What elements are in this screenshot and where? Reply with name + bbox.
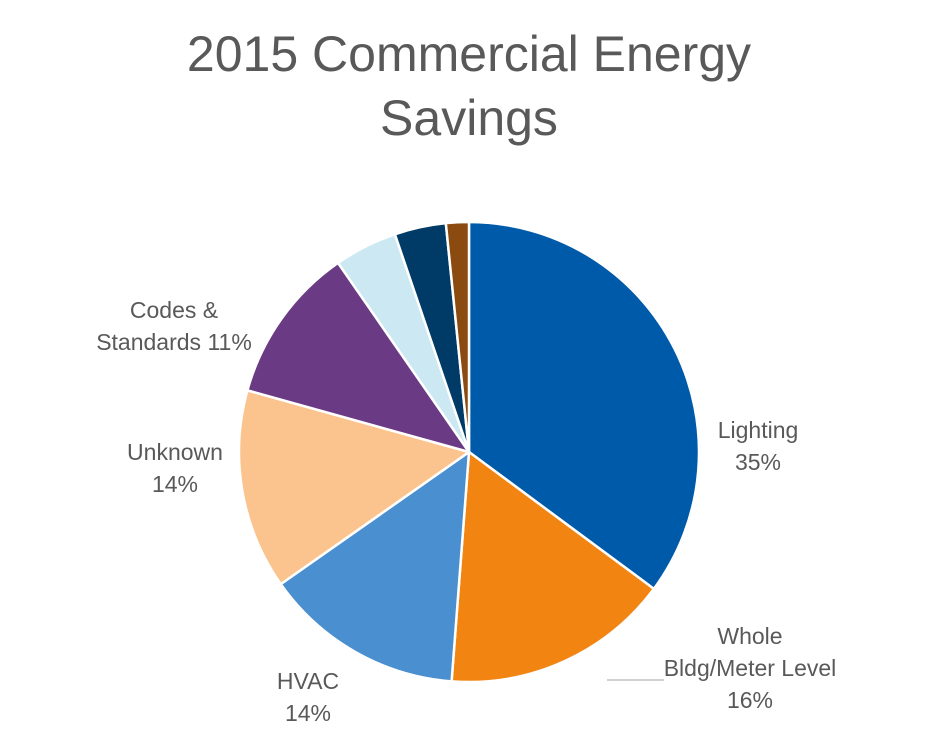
slice-label-unknown: Unknown 14% xyxy=(110,436,240,500)
pie-slice-unknown xyxy=(237,389,471,586)
slice-label-lighting-name: Lighting xyxy=(717,417,799,443)
pie-slice-unlabeled-7 xyxy=(444,220,471,454)
slice-label-hvac-name: HVAC xyxy=(276,668,340,694)
pie-slice-whole-bldg-meter-level xyxy=(450,450,656,684)
pie-slice-lighting xyxy=(467,220,701,591)
chart-title-line-1: 2015 Commercial Energy xyxy=(186,26,752,82)
pie-slice-hvac xyxy=(279,450,471,683)
slice-label-hvac-pct: 14% xyxy=(284,700,332,726)
slice-label-whole-bldg-pct: 16% xyxy=(726,687,774,713)
slice-label-lighting: Lighting 35% xyxy=(705,414,811,478)
slice-label-codes-line-2: Standards 11% xyxy=(96,329,252,355)
chart-title-line-2: Savings xyxy=(380,90,558,146)
slice-label-codes-line-1: Codes & xyxy=(129,297,219,323)
slice-label-unknown-pct: 14% xyxy=(151,471,199,497)
chart-title: 2015 Commercial Energy Savings xyxy=(0,22,938,150)
slice-label-whole-bldg: Whole Bldg/Meter Level 16% xyxy=(662,620,838,716)
slice-label-whole-bldg-line-2: Bldg/Meter Level xyxy=(663,655,837,681)
slice-label-unknown-name: Unknown xyxy=(127,439,223,465)
slice-label-hvac: HVAC 14% xyxy=(258,665,358,729)
slice-label-lighting-pct: 35% xyxy=(734,449,782,475)
slice-label-whole-bldg-line-1: Whole xyxy=(717,623,783,649)
pie-slice-codes-standards xyxy=(246,261,471,454)
slice-label-codes-standards: Codes & Standards 11% xyxy=(82,294,266,358)
